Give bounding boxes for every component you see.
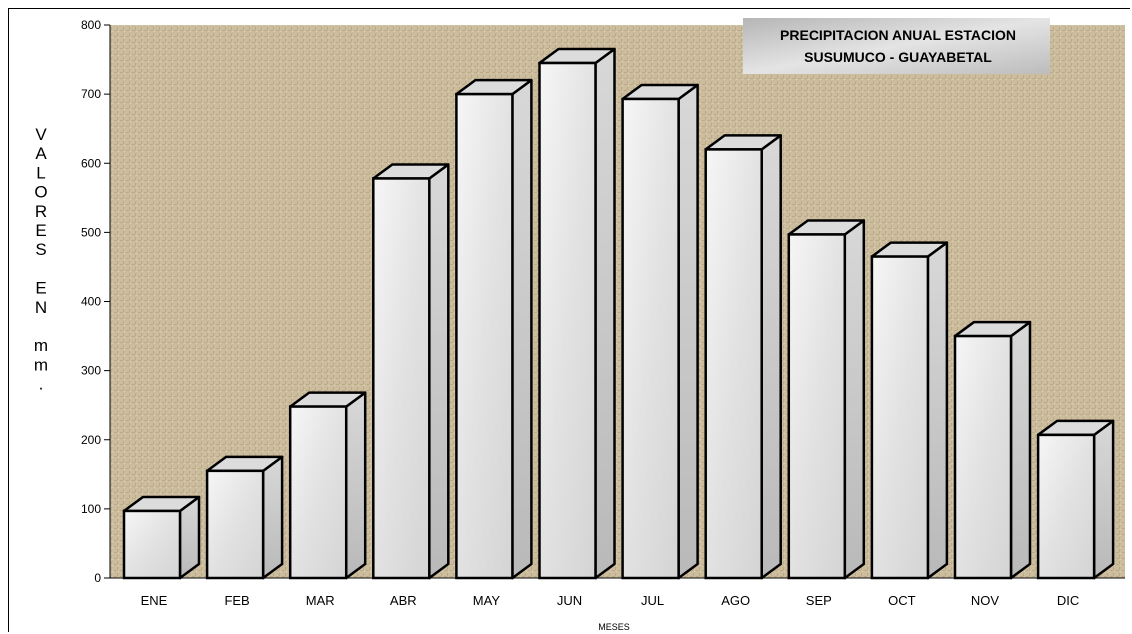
y-tick-label: 400 <box>81 295 101 309</box>
bar-side <box>511 78 533 580</box>
bar-front <box>704 148 763 580</box>
y-axis-label-char: . <box>39 375 44 394</box>
y-axis-label-char: L <box>36 163 45 182</box>
x-tick-label: SEP <box>806 593 832 608</box>
bar-oct <box>870 241 949 580</box>
x-tick-label: ENE <box>141 593 168 608</box>
bar-ago <box>704 134 782 580</box>
y-tick-label: 800 <box>81 18 101 32</box>
x-axis-label: MESES <box>598 622 630 632</box>
x-tick-label: ABR <box>390 593 417 608</box>
bars <box>122 47 1115 580</box>
x-tick-label: NOV <box>971 593 1000 608</box>
y-tick-label: 0 <box>94 571 101 585</box>
x-tick-label: DIC <box>1057 593 1079 608</box>
bar-front <box>538 61 597 580</box>
bar-jul <box>621 83 699 580</box>
y-tick-label: 600 <box>81 156 101 170</box>
title-box <box>743 18 1050 74</box>
chart-frame <box>8 8 1130 632</box>
y-tick-label: 100 <box>81 502 101 516</box>
bar-front <box>870 255 930 580</box>
bar-front <box>1036 433 1096 580</box>
y-axis-label-char: V <box>35 125 47 144</box>
x-tick-label: AGO <box>721 593 750 608</box>
x-tick-label: FEB <box>224 593 249 608</box>
bar-front <box>205 469 265 580</box>
bar-front <box>372 177 431 580</box>
bar-dic <box>1036 419 1115 580</box>
bar-side <box>677 83 699 580</box>
y-axis-label-char: N <box>35 298 47 317</box>
bar-feb <box>205 455 284 580</box>
y-tick-label: 300 <box>81 364 101 378</box>
bar-front <box>953 334 1013 580</box>
bar-jun <box>538 47 616 580</box>
bar-nov <box>953 320 1032 580</box>
bar-side <box>594 47 616 580</box>
y-axis-label-char: m <box>34 355 48 374</box>
x-tick-label: MAY <box>473 593 501 608</box>
bar-abr <box>372 163 450 580</box>
bar-front <box>288 405 348 580</box>
x-axis-categories: ENE FEB MAR ABR MAY JUN JUL AGO SEP OCT NOV DIC <box>141 593 1080 608</box>
bar-side <box>261 455 284 580</box>
bar-mar <box>288 391 367 580</box>
bar-side <box>344 391 367 580</box>
bar-side <box>1092 419 1115 580</box>
y-axis-label-char: m <box>34 336 48 355</box>
bar-front <box>455 92 514 580</box>
x-tick-label: OCT <box>888 593 916 608</box>
y-axis-label-char: E <box>35 279 46 298</box>
y-tick-label: 700 <box>81 87 101 101</box>
y-axis-label-char: A <box>35 144 47 163</box>
x-tick-label: JUL <box>641 593 664 608</box>
x-tick-label: MAR <box>306 593 335 608</box>
y-axis-label-char: O <box>34 183 47 202</box>
y-axis-label-char: R <box>35 202 47 221</box>
y-tick-label: 500 <box>81 225 101 239</box>
bar-may <box>455 78 533 580</box>
bar-front <box>621 97 680 580</box>
y-axis-label-char: E <box>35 221 46 240</box>
y-axis-label-char: S <box>35 240 46 259</box>
bar-sep <box>787 219 866 580</box>
bar-front <box>122 509 182 580</box>
bar-side <box>926 241 949 580</box>
chart-title-line-2: SUSUMUCO - GUAYABETAL <box>804 49 992 65</box>
bar-side <box>428 163 450 580</box>
bar-ene <box>122 495 201 580</box>
chart-title-line-1: PRECIPITACION ANUAL ESTACION <box>780 27 1016 43</box>
bar-side <box>843 219 866 580</box>
bar-front <box>787 233 847 580</box>
bar-side <box>1009 320 1032 580</box>
y-tick-label: 200 <box>81 433 101 447</box>
bar-side <box>760 134 782 580</box>
x-tick-label: JUN <box>557 593 582 608</box>
